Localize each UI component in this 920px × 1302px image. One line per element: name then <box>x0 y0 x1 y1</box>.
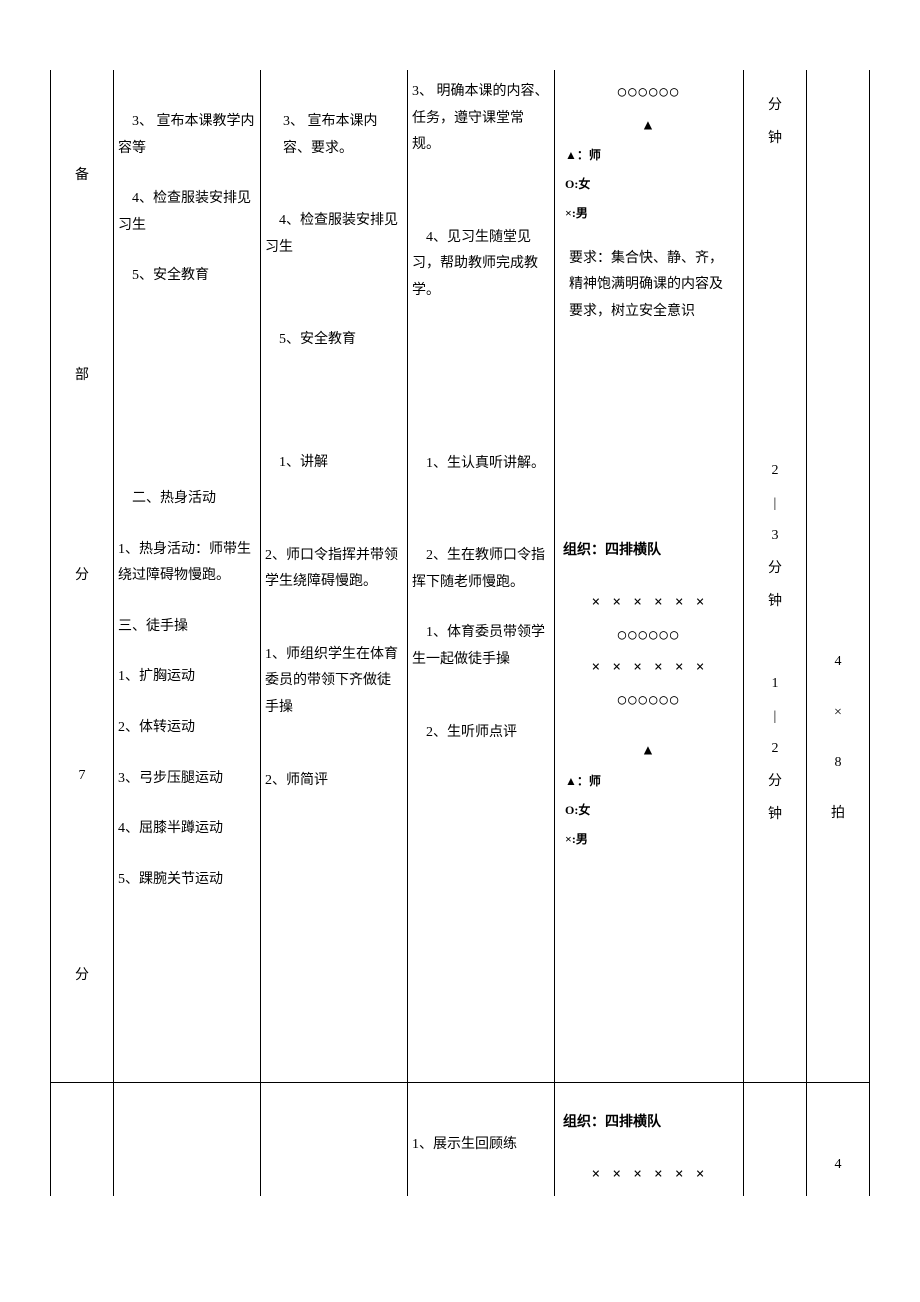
content-line: 2、生听师点评 <box>412 717 550 750</box>
time-char: 分 <box>748 553 802 586</box>
content-line: 3、 宣布本课教学内容等 <box>118 106 256 165</box>
content-line: 3、 明确本课的内容、任务，遵守课堂常规。 <box>412 76 550 162</box>
time-char: 分 <box>748 766 802 799</box>
content-line: 2、师口令指挥并带领学生绕障碍慢跑。 <box>265 540 403 599</box>
formation-triangle: ▲ <box>559 109 739 142</box>
content-line: 三、徒手操 <box>118 611 256 644</box>
time-char: 钟 <box>748 123 802 156</box>
section-char: 备 <box>55 160 109 193</box>
content-line: 5、踝腕关节运动 <box>118 864 256 897</box>
content-line: 1、扩胸运动 <box>118 661 256 694</box>
count-char: 4 <box>811 1149 865 1182</box>
student-activity-cell: 1、展示生回顾练 <box>407 1083 554 1197</box>
time-char: 1 <box>748 668 802 701</box>
count-cell: 4 <box>806 1083 869 1197</box>
empty-cell <box>260 1083 407 1197</box>
table-row: 备 部 分 7 分 3、 宣布本课教学内容等 4、检查服装安排见习生 5、安全教… <box>51 70 870 1083</box>
formation-row-x: × × × × × × <box>559 1158 739 1191</box>
time-char: 钟 <box>748 586 802 619</box>
organization-cell: 组织：四排横队 × × × × × × <box>554 1083 743 1197</box>
time-char: 钟 <box>748 799 802 832</box>
lesson-plan-table: 备 部 分 7 分 3、 宣布本课教学内容等 4、检查服装安排见习生 5、安全教… <box>50 70 870 1196</box>
count-char: × <box>811 697 865 730</box>
content-line: 2、体转运动 <box>118 712 256 745</box>
content-line: 1、讲解 <box>265 447 403 480</box>
content-line: 3、 宣布本课内容、要求。 <box>265 106 403 165</box>
legend-teacher: ▲：师 <box>559 767 739 796</box>
formation-title: 组织：四排横队 <box>559 1107 739 1140</box>
requirement-text: 要求：集合快、静、齐，精神饱满明确课的内容及要求，树立安全意识 <box>559 246 739 326</box>
count-char: 4 <box>811 646 865 679</box>
section-char: 部 <box>55 360 109 393</box>
formation-title: 组织：四排横队 <box>559 535 739 568</box>
content-heading: 二、热身活动 <box>118 483 256 516</box>
organization-cell: ○○○○○○ ▲ ▲：师 O:女 ×:男 要求：集合快、静、齐，精神饱满明确课的… <box>554 70 743 1083</box>
content-line: 1、热身活动：师带生绕过障碍物慢跑。 <box>118 534 256 593</box>
teaching-content-cell: 3、 宣布本课教学内容等 4、检查服装安排见习生 5、安全教育 二、热身活动 1… <box>113 70 260 1083</box>
time-char: 2 <box>748 455 802 488</box>
teacher-activity-cell: 3、 宣布本课内容、要求。 4、检查服装安排见习生 5、安全教育 1、讲解 2、… <box>260 70 407 1083</box>
student-activity-cell: 3、 明确本课的内容、任务，遵守课堂常规。 4、见习生随堂见习，帮助教师完成教学… <box>407 70 554 1083</box>
section-char: 分 <box>55 560 109 593</box>
time-cell: 分 钟 2 | 3 分 钟 1 | 2 分 钟 <box>743 70 806 1083</box>
content-line: 1、生认真听讲解。 <box>412 448 550 481</box>
content-line: 1、师组织学生在体育委员的带领下齐做徒手操 <box>265 639 403 725</box>
content-line: 1、展示生回顾练 <box>412 1129 550 1162</box>
content-line: 5、安全教育 <box>265 324 403 357</box>
legend-teacher: ▲：师 <box>559 141 739 170</box>
count-char: 8 <box>811 747 865 780</box>
empty-cell <box>51 1083 114 1197</box>
count-cell: 4 × 8 拍 <box>806 70 869 1083</box>
content-line: 3、弓步压腿运动 <box>118 763 256 796</box>
legend-male: ×:男 <box>559 199 739 228</box>
content-line: 5、安全教育 <box>118 260 256 293</box>
time-char: 2 <box>748 733 802 766</box>
legend-male: ×:男 <box>559 825 739 854</box>
content-line: 4、检查服装安排见习生 <box>118 183 256 242</box>
content-line: 1、体育委员带领学生一起做徒手操 <box>412 617 550 676</box>
time-char: | <box>748 488 802 521</box>
time-char: 分 <box>748 90 802 123</box>
content-line: 4、见习生随堂见习，帮助教师完成教学。 <box>412 222 550 308</box>
formation-row-x: × × × × × × <box>559 586 739 619</box>
time-char: | <box>748 701 802 734</box>
content-line: 2、师简评 <box>265 765 403 798</box>
formation-row-x: × × × × × × <box>559 651 739 684</box>
formation-row-o: ○○○○○○ <box>559 76 739 109</box>
content-line: 2、生在教师口令指挥下随老师慢跑。 <box>412 540 550 599</box>
formation-triangle: ▲ <box>559 734 739 767</box>
count-char: 拍 <box>811 798 865 831</box>
time-char: 3 <box>748 520 802 553</box>
legend-female: O:女 <box>559 796 739 825</box>
content-line: 4、屈膝半蹲运动 <box>118 813 256 846</box>
formation-row-o: ○○○○○○ <box>559 619 739 652</box>
content-line: 4、检查服装安排见习生 <box>265 205 403 264</box>
empty-cell <box>113 1083 260 1197</box>
formation-row-o: ○○○○○○ <box>559 684 739 717</box>
section-char: 分 <box>55 960 109 993</box>
empty-cell <box>743 1083 806 1197</box>
table-row: 1、展示生回顾练 组织：四排横队 × × × × × × 4 <box>51 1083 870 1197</box>
section-char: 7 <box>55 760 109 793</box>
legend-female: O:女 <box>559 170 739 199</box>
section-label-cell: 备 部 分 7 分 <box>51 70 114 1083</box>
